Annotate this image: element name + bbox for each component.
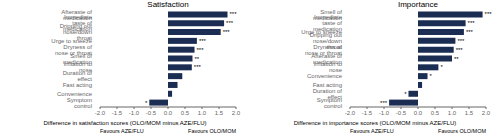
svg-text:**: ** [454,56,459,62]
svg-text:Fast acting: Fast acting [63,82,92,88]
svg-text:-1.0: -1.0 [379,110,390,116]
svg-text:*: * [404,91,407,97]
svg-text:***: *** [197,47,205,53]
svg-text:***: *** [457,38,465,44]
svg-text:***: *** [380,100,388,106]
svg-text:2.0: 2.0 [232,110,241,116]
svg-text:Symptomcontrol: Symptomcontrol [317,97,342,109]
svg-text:Duration ofeffect: Duration ofeffect [63,70,93,82]
svg-text:***: *** [468,20,476,26]
svg-text:Symptomcontrol: Symptomcontrol [67,97,92,109]
svg-text:***: *** [466,29,474,35]
svg-text:0.5: 0.5 [431,110,440,116]
svg-text:***: *** [485,11,492,17]
svg-text:***: *** [194,64,202,70]
svg-text:-2.0: -2.0 [345,110,356,116]
svg-text:2.0: 2.0 [482,110,491,116]
svg-text:***: *** [226,20,234,26]
svg-text:-0.5: -0.5 [146,110,157,116]
svg-text:-1.5: -1.5 [362,110,373,116]
svg-text:1.0: 1.0 [198,110,207,116]
svg-text:Smell ofmedication: Smell ofmedication [313,9,342,21]
svg-text:1.5: 1.5 [465,110,474,116]
svg-text:0.0: 0.0 [164,110,173,116]
svg-text:-2.0: -2.0 [95,110,106,116]
svg-text:***: *** [230,11,238,17]
svg-text:Dripping outnose/downthroat: Dripping outnose/downthroat [310,32,343,50]
svg-text:Convenience: Convenience [307,73,343,79]
svg-text:***: *** [199,38,207,44]
svg-text:***: *** [223,29,231,35]
svg-text:0.5: 0.5 [181,110,190,116]
svg-text:Afteraste ofmedication: Afteraste ofmedication [61,9,92,21]
svg-text:-1.0: -1.0 [129,110,140,116]
svg-text:*: * [430,73,433,79]
svg-text:1.5: 1.5 [215,110,224,116]
svg-text:-0.5: -0.5 [396,110,407,116]
svg-text:**: ** [194,56,199,62]
svg-text:-1.5: -1.5 [112,110,123,116]
svg-text:***: *** [456,47,464,53]
svg-text:*: * [440,64,443,70]
svg-text:*: * [145,100,148,106]
svg-text:1.0: 1.0 [448,110,457,116]
svg-text:0.0: 0.0 [414,110,423,116]
svg-text:Irritation tonose: Irritation tonose [314,61,343,73]
